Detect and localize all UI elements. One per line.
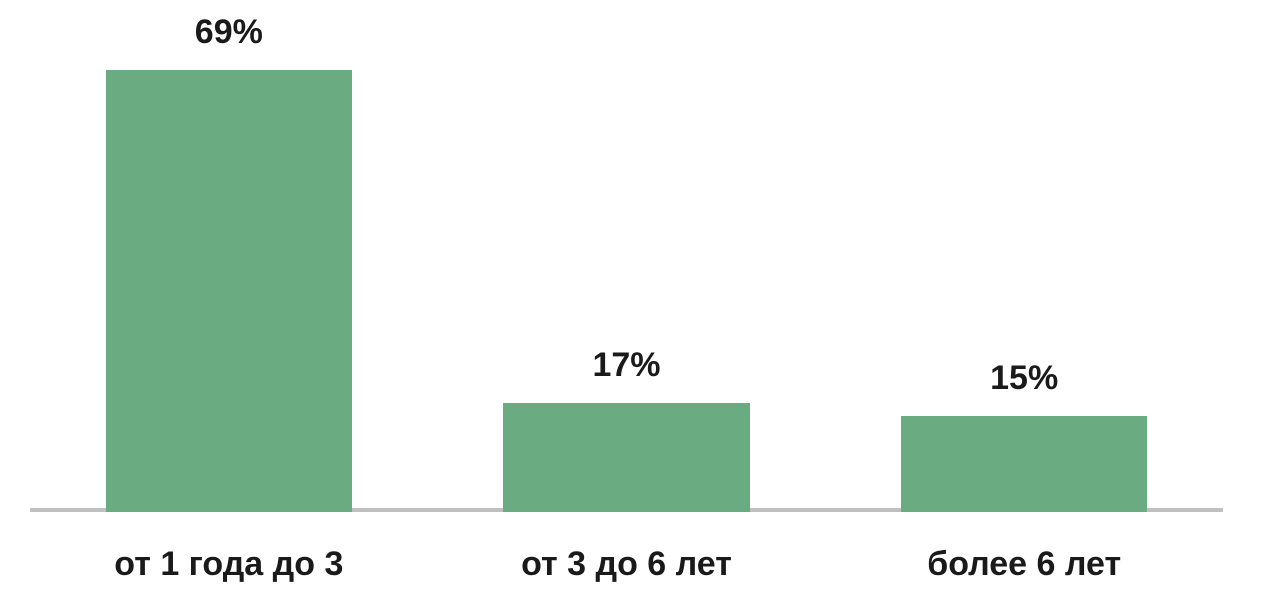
- bar-slot: 17%: [428, 70, 826, 512]
- bar-slot: 15%: [825, 70, 1223, 512]
- bar-value-label: 69%: [30, 13, 428, 52]
- plot-area: 69%17%15%: [30, 70, 1223, 512]
- bar-value-label: 15%: [825, 359, 1223, 398]
- bar: [503, 403, 750, 512]
- bar-value-label: 17%: [428, 346, 826, 385]
- category-label: от 3 до 6 лет: [428, 545, 826, 584]
- bar-slot: 69%: [30, 70, 428, 512]
- category-label: более 6 лет: [825, 545, 1223, 584]
- bar: [901, 416, 1148, 512]
- bar-chart: 69%17%15% от 1 года до 3от 3 до 6 летбол…: [0, 0, 1268, 601]
- bar: [106, 70, 353, 512]
- category-axis: от 1 года до 3от 3 до 6 летболее 6 лет: [30, 545, 1223, 584]
- category-label: от 1 года до 3: [30, 545, 428, 584]
